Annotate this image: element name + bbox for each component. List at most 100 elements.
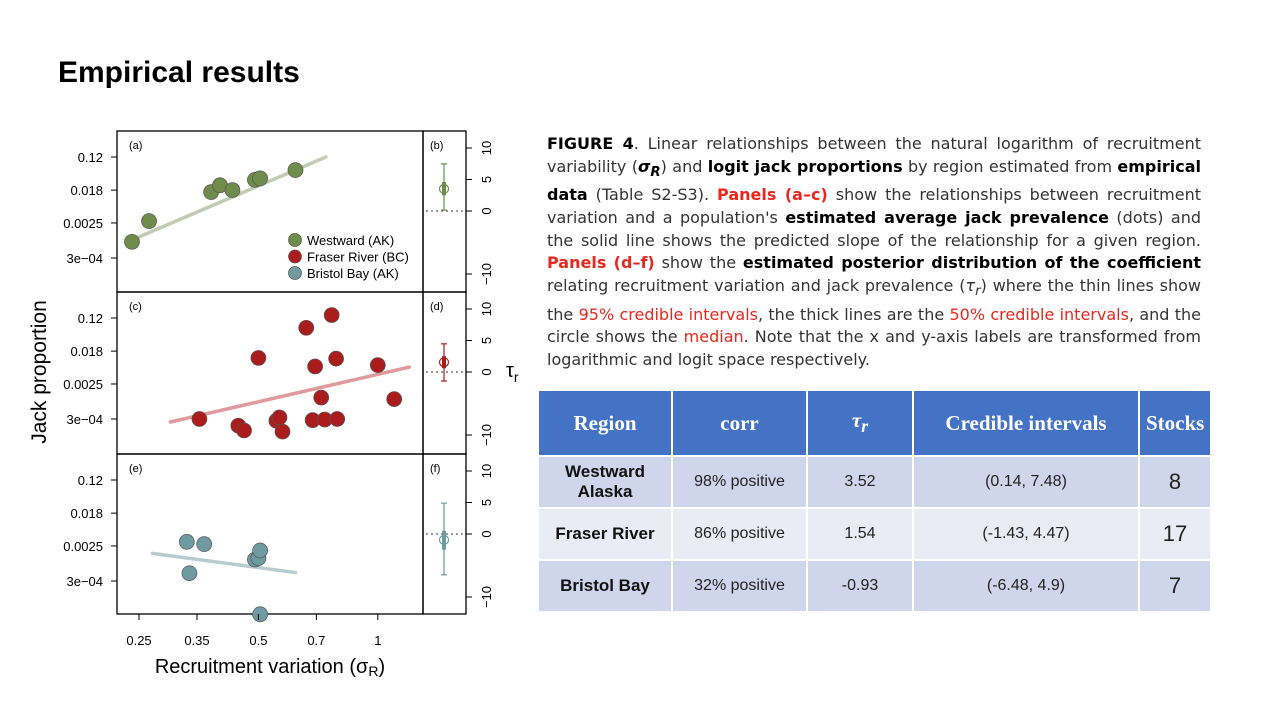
- data-point: [386, 391, 403, 407]
- cell-corr: 98% positive: [671, 455, 808, 509]
- tau-tick-label: 10: [479, 302, 494, 316]
- cell-stocks: 17: [1138, 507, 1212, 561]
- panel-label: (d): [430, 301, 443, 313]
- y-tick-label: 0.12: [78, 150, 103, 165]
- legend-label: Fraser River (BC): [307, 250, 409, 265]
- cell-ci: (-6.48, 4.9): [912, 559, 1140, 613]
- cell-region: Westward Alaska: [537, 455, 673, 509]
- panel-label: (a): [129, 140, 142, 152]
- table-row: Bristol Bay 32% positive -0.93 (-6.48, 4…: [537, 559, 1212, 613]
- y-tick-label: 0.018: [70, 183, 103, 198]
- y-tick-label: 0.12: [78, 473, 103, 488]
- y-tick-label: 3e−04: [66, 574, 103, 589]
- cell-stocks: 8: [1138, 455, 1212, 509]
- legend-marker: [288, 233, 302, 247]
- y-tick-label: 0.018: [70, 344, 103, 359]
- y-tick-label: 0.12: [78, 311, 103, 326]
- x-tick-label: 0.35: [184, 633, 209, 648]
- legend-marker: [288, 249, 302, 264]
- cell-tau: 1.54: [806, 507, 914, 561]
- figure-caption: FIGURE 4. Linear relationships between t…: [547, 134, 1202, 369]
- x-axis-label: Recruitment variation (σR): [155, 656, 385, 679]
- tau-tick-label: −10: [479, 263, 494, 285]
- data-point: [224, 182, 241, 198]
- tau-tick-label: 10: [479, 141, 494, 155]
- data-point: [124, 233, 140, 250]
- data-point: [274, 423, 291, 440]
- data-point: [196, 536, 213, 552]
- header-corr: corr: [671, 389, 808, 457]
- panel-label: (e): [129, 463, 142, 475]
- data-point: [181, 565, 198, 582]
- data-point: [252, 606, 268, 623]
- data-point: [313, 389, 330, 406]
- data-point: [287, 162, 304, 178]
- data-point: [250, 350, 267, 366]
- legend-label: Westward (AK): [307, 233, 394, 248]
- panel-label: (c): [129, 301, 142, 313]
- tau-tick-label: 0: [479, 368, 494, 375]
- slide-title: Empirical results: [58, 56, 300, 89]
- cell-ci: (0.14, 7.48): [912, 455, 1140, 509]
- x-tick-label: 0.7: [307, 633, 325, 648]
- tau-median-marker: [438, 183, 450, 194]
- data-point: [141, 213, 157, 229]
- header-tau: τr: [806, 389, 914, 457]
- y-tick-label: 3e−04: [66, 412, 103, 427]
- y-tick-label: 0.0025: [63, 377, 103, 392]
- results-table: Region corr τr Credible intervals Stocks…: [537, 389, 1212, 613]
- table-header-row: Region corr τr Credible intervals Stocks: [537, 389, 1212, 457]
- panel-label: (f): [430, 463, 440, 475]
- data-point: [328, 350, 344, 367]
- cell-tau: -0.93: [806, 559, 914, 613]
- cell-ci: (-1.43, 4.47): [912, 507, 1140, 561]
- legend-label: Bristol Bay (AK): [307, 266, 399, 281]
- caption-figure-number: FIGURE 4: [547, 134, 634, 153]
- data-point: [236, 422, 252, 439]
- tau-tick-label: 0: [479, 207, 494, 214]
- data-point: [369, 357, 386, 373]
- tau-tick-label: 5: [479, 176, 494, 183]
- header-credible-intervals: Credible intervals: [912, 389, 1140, 457]
- x-tick-label: 0.25: [126, 633, 151, 648]
- tau-panel-frame: [422, 130, 467, 293]
- data-point: [307, 358, 323, 375]
- scatter-panel-frame: [116, 453, 424, 615]
- tau-axis-label: τr: [506, 360, 519, 385]
- y-tick-label: 0.0025: [63, 216, 103, 231]
- header-region: Region: [537, 389, 673, 457]
- cell-corr: 86% positive: [671, 507, 808, 561]
- tau-tick-label: 5: [479, 337, 494, 344]
- tau-median-marker: [438, 357, 450, 368]
- data-point: [252, 170, 268, 187]
- tau-tick-label: −10: [479, 586, 494, 608]
- y-tick-label: 0.0025: [63, 539, 103, 554]
- tau-tick-label: 0: [479, 530, 494, 537]
- tau-tick-label: 5: [479, 499, 494, 506]
- data-point: [178, 534, 195, 550]
- tau-median-marker: [438, 534, 450, 545]
- table-row: Westward Alaska 98% positive 3.52 (0.14,…: [537, 455, 1212, 509]
- fit-line: [150, 551, 298, 575]
- tau-tick-label: 10: [479, 464, 494, 478]
- cell-tau: 3.52: [806, 455, 914, 509]
- panel-label: (b): [430, 140, 443, 152]
- x-tick-label: 1: [374, 633, 381, 648]
- table-row: Fraser River 86% positive 1.54 (-1.43, 4…: [537, 507, 1212, 561]
- header-stocks: Stocks: [1138, 389, 1212, 457]
- data-point: [252, 542, 268, 559]
- data-point: [271, 409, 288, 426]
- data-point: [298, 319, 315, 336]
- y-tick-label: 0.018: [70, 506, 103, 521]
- data-point: [323, 307, 340, 323]
- fit-line: [168, 365, 411, 424]
- x-tick-label: 0.5: [249, 633, 267, 648]
- y-axis-label: Jack proportion: [28, 300, 51, 444]
- cell-region: Bristol Bay: [537, 559, 673, 613]
- data-point: [329, 411, 346, 427]
- cell-corr: 32% positive: [671, 559, 808, 613]
- cell-region: Fraser River: [537, 507, 673, 561]
- y-tick-label: 3e−04: [66, 251, 103, 266]
- data-point: [191, 411, 208, 427]
